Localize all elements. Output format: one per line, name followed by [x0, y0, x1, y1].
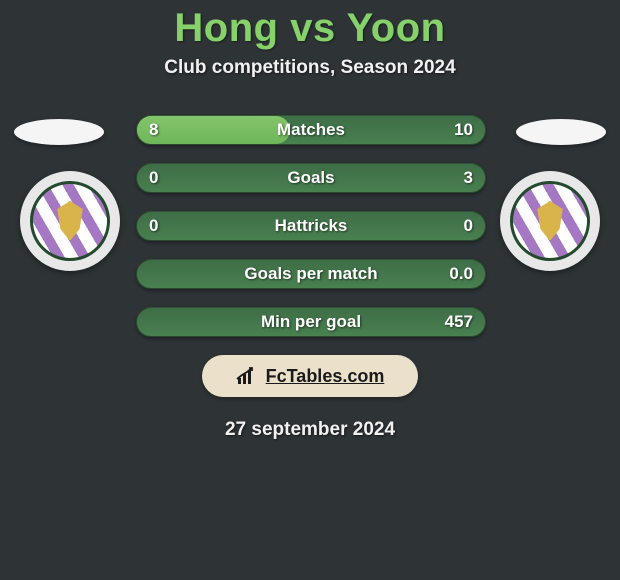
stat-label: Matches — [137, 116, 485, 144]
player-right-flag — [516, 119, 606, 145]
stat-bar: 0 Goals 3 — [136, 163, 486, 193]
stat-right-value: 0 — [464, 212, 473, 240]
stat-label: Goals per match — [137, 260, 485, 288]
player-right-club-logo — [500, 171, 600, 271]
comparison-area: 8 Matches 10 0 Goals 3 0 Hattricks 0 Goa… — [0, 115, 620, 441]
stat-right-value: 3 — [464, 164, 473, 192]
page-root: Hong vs Yoon Club competitions, Season 2… — [0, 0, 620, 580]
stat-bar: Min per goal 457 — [136, 307, 486, 337]
fctables-label: FcTables.com — [266, 366, 385, 387]
stat-bar: 8 Matches 10 — [136, 115, 486, 145]
page-subtitle: Club competitions, Season 2024 — [0, 57, 620, 79]
stat-label: Hattricks — [137, 212, 485, 240]
stat-bar: 0 Hattricks 0 — [136, 211, 486, 241]
snapshot-date: 27 september 2024 — [0, 419, 620, 441]
page-title: Hong vs Yoon — [0, 0, 620, 51]
stat-label: Goals — [137, 164, 485, 192]
fctables-link[interactable]: FcTables.com — [202, 355, 418, 397]
stat-label: Min per goal — [137, 308, 485, 336]
player-left-flag — [14, 119, 104, 145]
stat-bar: Goals per match 0.0 — [136, 259, 486, 289]
player-left-club-logo — [20, 171, 120, 271]
stat-right-value: 457 — [445, 308, 473, 336]
bar-chart-icon — [236, 366, 258, 386]
stat-right-value: 10 — [454, 116, 473, 144]
stat-right-value: 0.0 — [449, 260, 473, 288]
stat-bars: 8 Matches 10 0 Goals 3 0 Hattricks 0 Goa… — [136, 115, 484, 337]
